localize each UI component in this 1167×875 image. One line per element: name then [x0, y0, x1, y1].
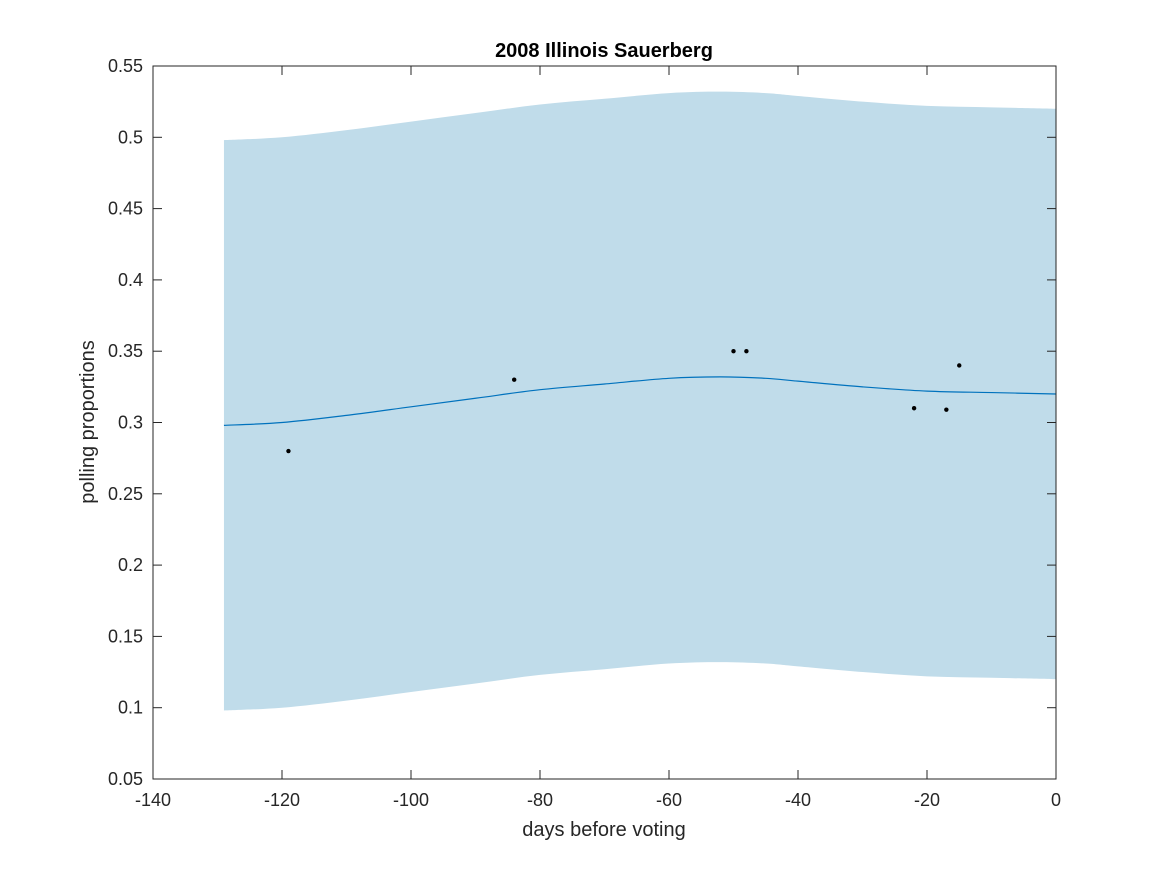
x-tick-label: -80 [527, 790, 553, 810]
y-tick-label: 0.1 [118, 698, 143, 718]
poll-point [911, 406, 917, 411]
x-tick-label: -20 [914, 790, 940, 810]
chart-title: 2008 Illinois Sauerberg [495, 40, 713, 62]
y-tick-label: 0.2 [118, 555, 143, 575]
poll-point [957, 363, 962, 368]
poll-point [944, 407, 949, 412]
y-axis-label: polling proportions [77, 340, 99, 503]
poll-point [512, 377, 517, 382]
poll-points-layer [286, 349, 962, 454]
y-tick-label: 0.3 [118, 413, 143, 433]
trend-line [223, 376, 1057, 426]
x-tick-label: 0 [1051, 790, 1061, 810]
x-tick-label: -120 [264, 790, 300, 810]
y-tick-label: 0.4 [118, 270, 143, 290]
poll-point [286, 448, 291, 454]
confidence-band [223, 91, 1056, 711]
y-tick-label: 0.25 [108, 484, 143, 504]
y-tick-label: 0.15 [108, 626, 143, 646]
x-tick-label: -60 [656, 790, 682, 810]
confidence-band-layer [223, 91, 1056, 711]
y-tick-label: 0.35 [108, 341, 143, 361]
y-tick-label: 0.05 [108, 769, 143, 789]
x-tick-label: -140 [135, 790, 171, 810]
y-axis-ticks: 0.05 0.1 0.15 0.2 0.25 0.3 0.35 0.4 0.45 0.5 0.55 [108, 56, 1056, 789]
x-axis-label: days before voting [522, 819, 685, 841]
poll-point [731, 349, 736, 354]
y-tick-label: 0.55 [108, 56, 143, 76]
y-tick-label: 0.5 [118, 127, 143, 147]
y-tick-label: 0.45 [108, 199, 143, 219]
x-tick-label: -100 [393, 790, 429, 810]
x-tick-label: -40 [785, 790, 811, 810]
x-axis-ticks: -140 -120 -100 -80 -60 -40 -20 0 [135, 66, 1061, 810]
poll-point [744, 349, 749, 354]
trend-line-layer [223, 376, 1057, 426]
